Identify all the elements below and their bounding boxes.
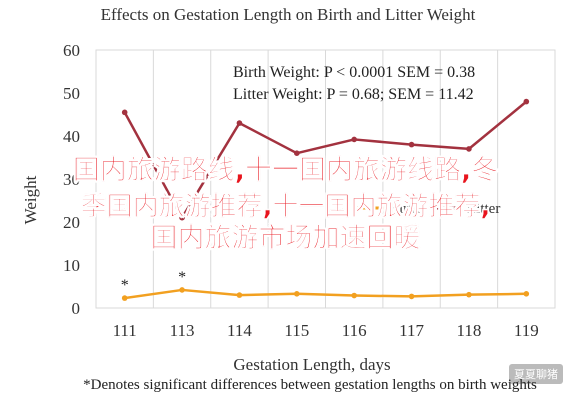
data-point [408,141,415,148]
series-line-birth-weight [124,288,527,300]
annotation-litter-weight: Litter Weight: P = 0.68; SEM = 11.42 [233,86,474,103]
x-tick-label: 114 [227,321,252,340]
data-point [294,291,300,297]
significance-asterisk: * [121,277,129,294]
x-tick-label: 117 [399,321,424,340]
series-line-litter-weight [123,100,528,219]
x-tick-label: 119 [514,321,539,340]
watermark: 夏夏聊猪 [509,364,563,384]
legend-label-birth: Birth [389,201,420,217]
y-axis-label: Weight [21,175,40,224]
x-tick-label: 113 [170,321,195,340]
data-point [466,291,472,298]
y-tick-label: 0 [72,299,81,318]
chart-title: Effects on Gestation Length on Birth and… [101,5,476,24]
y-tick-label: 40 [63,127,80,146]
data-point [294,150,300,156]
data-point [523,98,530,105]
annotation-birth-weight: Birth Weight: P < 0.0001 SEM = 0.38 [233,64,475,81]
significance-asterisk: * [178,269,186,286]
data-point [351,292,357,299]
y-tick-label: 50 [63,84,80,103]
overlay-text-line-2: 季国内旅游推荐,十一国内旅游推荐, [80,192,491,223]
data-point [121,295,128,301]
overlay-text-line-1: 国内旅游路线,十一国内旅游线路,冬 [72,155,499,186]
data-point [408,293,415,300]
gridlines [95,50,556,308]
y-tick-label: 30 [63,170,80,189]
y-axis-ticks: 0 10 20 30 40 50 60 [63,41,80,318]
data-point [179,214,185,221]
legend: Birth Litter [357,201,500,217]
y-tick-label: 20 [63,213,80,232]
x-tick-label: 115 [284,321,309,340]
data-point [523,291,530,297]
legend-label-litter: Litter [467,201,500,217]
data-point [236,120,243,126]
y-tick-label: 10 [63,256,80,275]
data-point [351,136,357,143]
data-point [236,292,243,298]
x-tick-label: 116 [342,321,367,340]
x-axis-ticks: 111 113 114 115 116 117 118 119 [113,321,539,340]
y-tick-label: 60 [63,41,80,60]
data-point [179,287,185,293]
series-layer: * * [121,98,530,301]
x-tick-label: 118 [457,321,482,340]
data-point [466,146,472,152]
x-axis-label: Gestation Length, days [233,355,390,374]
x-tick-label: 111 [113,321,137,340]
overlay-text-line-3: 国内旅游市场加速回暖 [150,223,421,254]
data-point [121,109,128,116]
footnote: *Denotes significant differences between… [83,377,537,393]
